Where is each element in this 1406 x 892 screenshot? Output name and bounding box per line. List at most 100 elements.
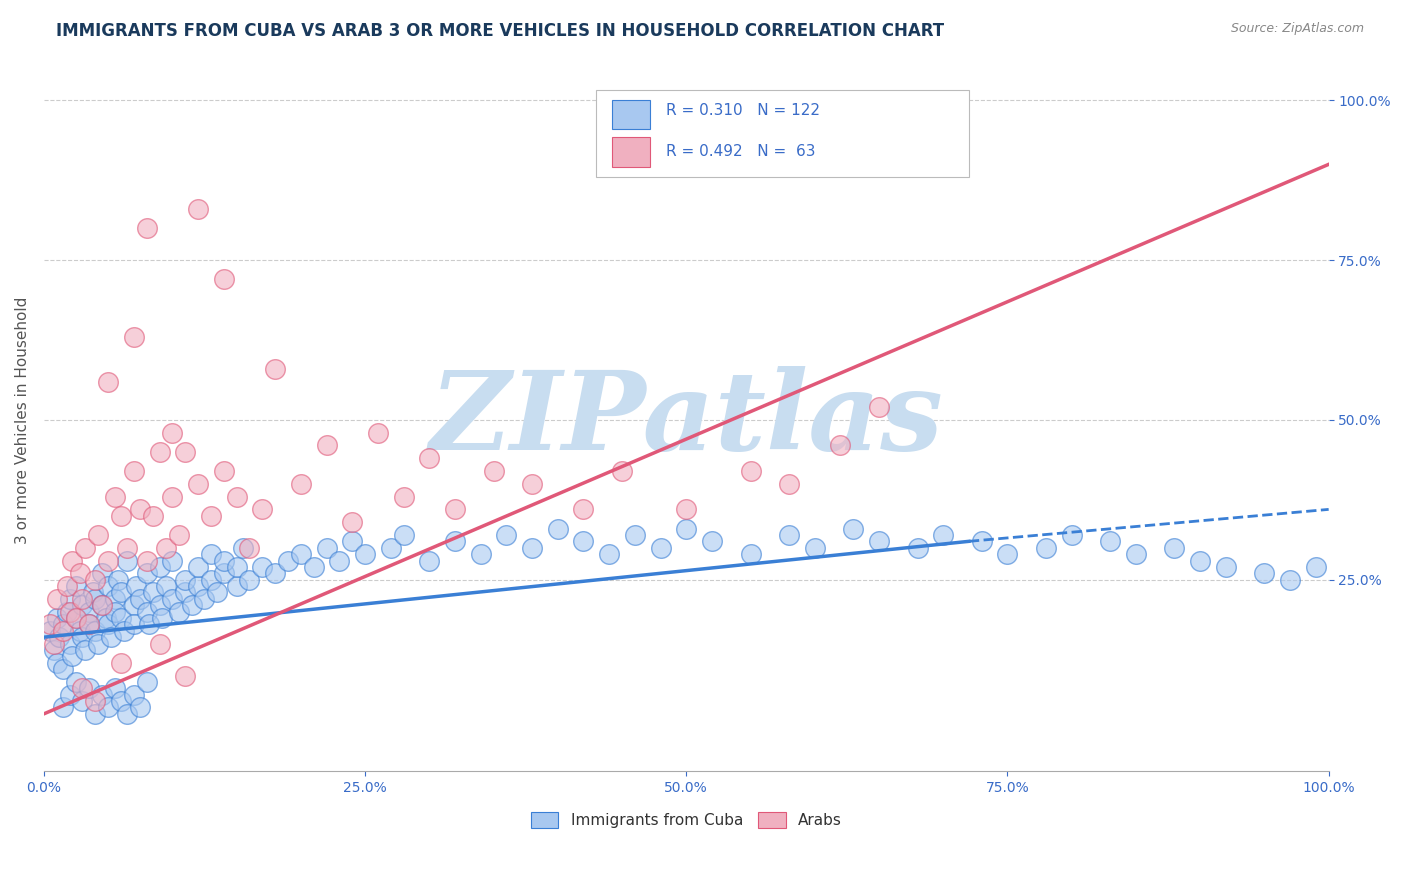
Bar — [596, 89, 969, 178]
Point — [97, 375, 120, 389]
Point — [44, 636, 66, 650]
Point — [1035, 541, 1057, 555]
Point — [1099, 534, 1122, 549]
Point — [418, 451, 440, 466]
Point — [69, 566, 91, 581]
Point — [444, 502, 467, 516]
Point — [84, 694, 107, 708]
Point — [87, 636, 110, 650]
Text: Source: ZipAtlas.com: Source: ZipAtlas.com — [1230, 22, 1364, 36]
Point — [122, 599, 145, 613]
Point — [72, 681, 94, 696]
Point — [495, 528, 517, 542]
Point — [97, 553, 120, 567]
Point — [200, 508, 222, 523]
Point — [740, 94, 762, 108]
Point — [212, 553, 235, 567]
Bar — [612, 137, 651, 167]
Point — [69, 624, 91, 638]
Point — [45, 591, 67, 606]
Point — [58, 591, 80, 606]
Point — [103, 605, 125, 619]
Point — [103, 591, 125, 606]
Point — [238, 541, 260, 555]
Point — [125, 579, 148, 593]
Point — [138, 617, 160, 632]
Point — [97, 700, 120, 714]
Point — [73, 541, 96, 555]
Point — [997, 547, 1019, 561]
Point — [103, 681, 125, 696]
Point — [44, 643, 66, 657]
Point — [77, 617, 100, 632]
Point — [970, 534, 993, 549]
Point — [302, 560, 325, 574]
Point — [740, 464, 762, 478]
Point — [48, 630, 70, 644]
Point — [1305, 560, 1327, 574]
Point — [392, 490, 415, 504]
Point — [207, 585, 229, 599]
Point — [907, 541, 929, 555]
Point — [1189, 553, 1212, 567]
Point — [225, 579, 247, 593]
Point — [72, 630, 94, 644]
Point — [1253, 566, 1275, 581]
Point — [155, 541, 177, 555]
Point — [148, 445, 170, 459]
Point — [65, 611, 87, 625]
Point — [135, 566, 157, 581]
Point — [110, 508, 132, 523]
Point — [252, 560, 274, 574]
Point — [380, 541, 402, 555]
Point — [122, 464, 145, 478]
Point — [315, 541, 337, 555]
Point — [90, 566, 112, 581]
Point — [180, 599, 202, 613]
Point — [94, 611, 117, 625]
Point — [107, 573, 129, 587]
Point — [103, 490, 125, 504]
Text: R = 0.310   N = 122: R = 0.310 N = 122 — [665, 103, 820, 119]
Point — [232, 541, 254, 555]
Point — [122, 688, 145, 702]
Point — [225, 490, 247, 504]
Point — [700, 534, 723, 549]
Point — [212, 566, 235, 581]
Point — [45, 656, 67, 670]
Point — [150, 611, 173, 625]
Point — [117, 541, 139, 555]
Point — [90, 599, 112, 613]
Point — [142, 508, 165, 523]
Point — [135, 674, 157, 689]
Point — [162, 490, 184, 504]
Point — [200, 573, 222, 587]
Point — [142, 585, 165, 599]
Point — [1125, 547, 1147, 561]
Point — [1163, 541, 1185, 555]
Point — [77, 617, 100, 632]
Point — [122, 330, 145, 344]
Point — [598, 547, 620, 561]
Point — [187, 202, 209, 216]
Point — [56, 579, 79, 593]
Point — [110, 694, 132, 708]
Y-axis label: 3 or more Vehicles in Household: 3 or more Vehicles in Household — [15, 296, 30, 543]
Point — [932, 528, 955, 542]
Point — [162, 425, 184, 440]
Point — [342, 515, 364, 529]
Point — [572, 534, 595, 549]
Point — [52, 617, 75, 632]
Point — [187, 560, 209, 574]
Point — [1215, 560, 1237, 574]
Point — [110, 611, 132, 625]
Point — [129, 700, 152, 714]
Point — [155, 579, 177, 593]
Point — [167, 605, 190, 619]
Point — [45, 611, 67, 625]
Point — [58, 605, 80, 619]
Point — [52, 624, 75, 638]
Legend: Immigrants from Cuba, Arabs: Immigrants from Cuba, Arabs — [524, 805, 848, 834]
Point — [60, 553, 83, 567]
Point — [117, 706, 139, 721]
